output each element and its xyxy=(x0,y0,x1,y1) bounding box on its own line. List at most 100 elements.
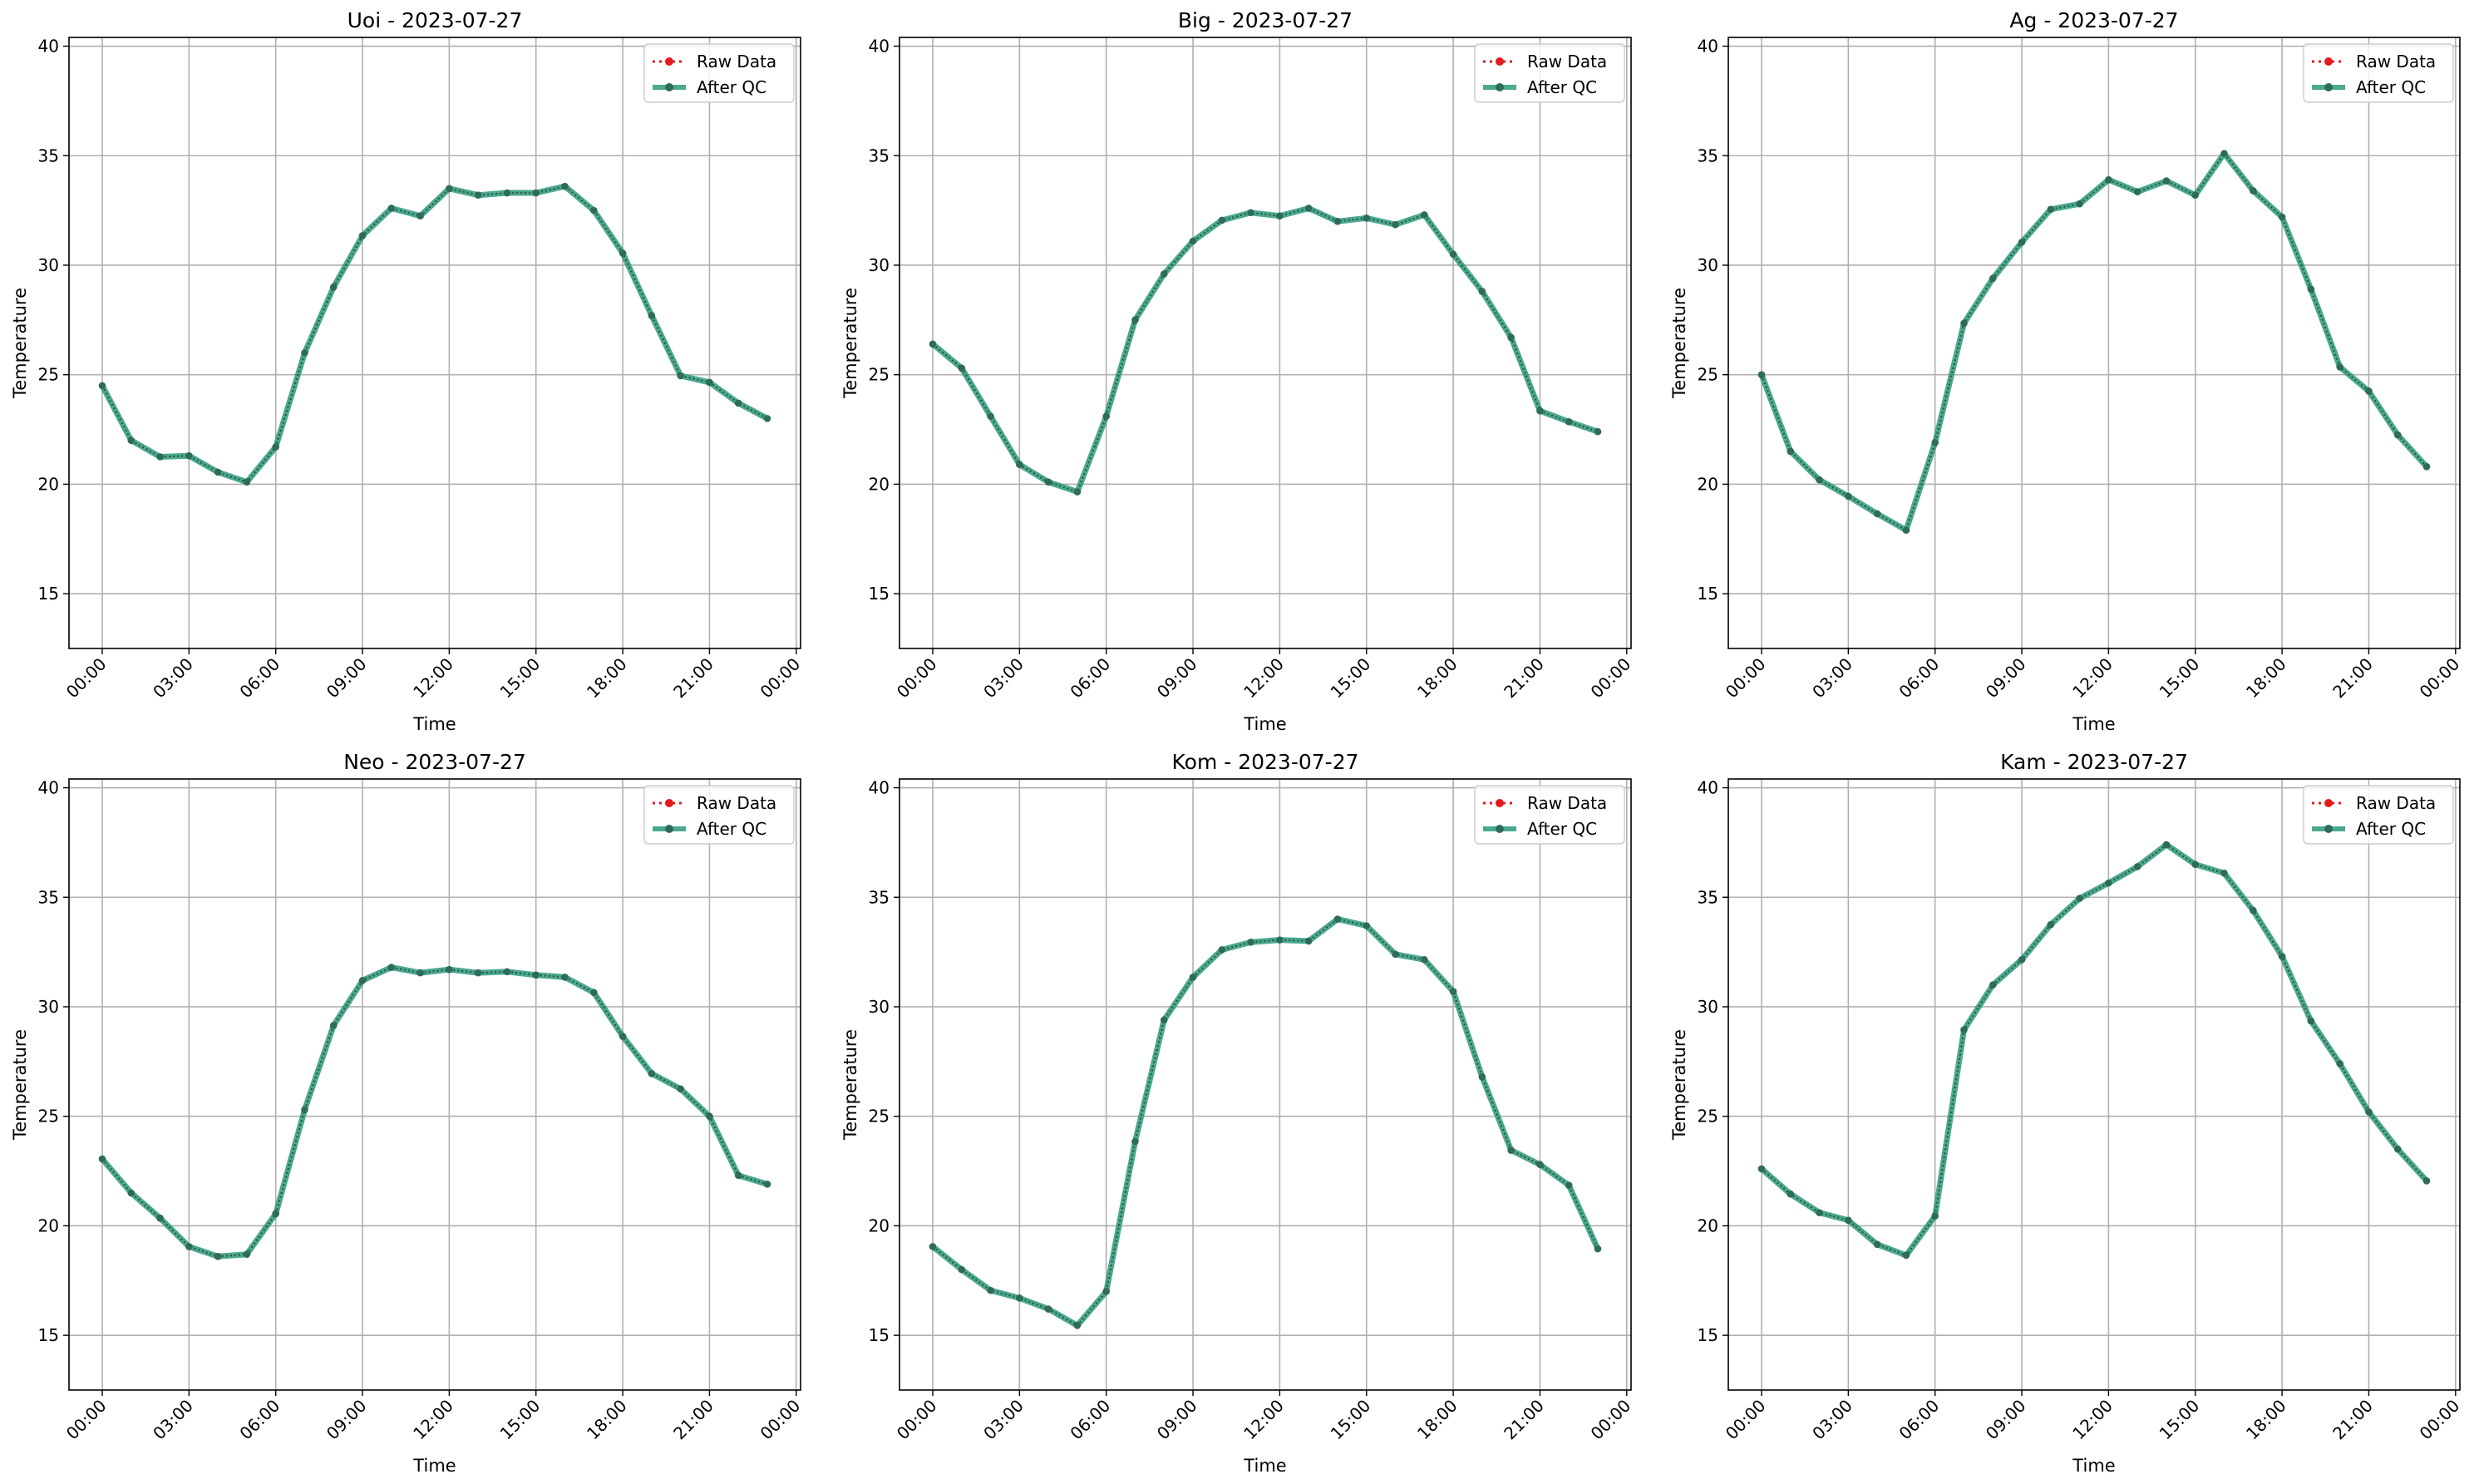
x-tick-label: 06:00 xyxy=(236,654,284,703)
legend-label-after-qc: After QC xyxy=(697,77,766,97)
data-point xyxy=(1102,1288,1110,1295)
x-tick-label: 15:00 xyxy=(1327,654,1375,703)
x-tick-label: 00:00 xyxy=(2416,1396,2464,1444)
y-axis-label: Temperature xyxy=(840,288,860,399)
data-point xyxy=(1902,526,1910,535)
y-tick-label: 30 xyxy=(38,255,59,275)
data-point xyxy=(301,349,308,357)
y-tick-label: 20 xyxy=(1698,1215,1718,1235)
data-points xyxy=(929,205,1602,495)
data-point xyxy=(503,189,511,197)
data-point xyxy=(2047,920,2055,929)
data-point xyxy=(532,971,540,979)
data-point xyxy=(734,399,742,407)
y-tick-label: 35 xyxy=(869,887,890,907)
data-point xyxy=(329,1022,338,1029)
data-point xyxy=(1073,488,1082,495)
x-tick-label: 15:00 xyxy=(496,654,545,703)
legend-label-raw-data: Raw Data xyxy=(2356,52,2436,71)
y-tick-label: 40 xyxy=(38,778,59,798)
x-tick-label: 12:00 xyxy=(2068,1396,2117,1444)
y-axis-label: Temperature xyxy=(840,1029,860,1141)
y-tick-label: 25 xyxy=(869,1107,890,1127)
data-point xyxy=(474,969,482,977)
y-tick-label: 15 xyxy=(1698,584,1718,604)
data-point xyxy=(1247,209,1254,217)
chart-2: 15 20 25 30 35 40 00:00 03:00 06:00 09:00 12:00 15:… xyxy=(840,8,1634,734)
data-point xyxy=(706,1112,713,1120)
y-tick-label: 25 xyxy=(1698,1107,1718,1127)
x-tick-label: 06:00 xyxy=(236,1396,284,1444)
data-point xyxy=(156,1214,164,1222)
data-point xyxy=(2250,906,2257,915)
data-point xyxy=(1304,937,1313,945)
x-axis-label: Time xyxy=(2072,714,2115,734)
data-point xyxy=(2018,239,2026,246)
data-point xyxy=(1160,270,1168,278)
data-points xyxy=(98,182,771,486)
data-point xyxy=(590,989,598,997)
x-tick-label: 18:00 xyxy=(583,654,631,703)
data-point xyxy=(214,1253,222,1260)
y-tick-label: 30 xyxy=(869,997,890,1017)
x-tick-label: 00:00 xyxy=(62,654,111,703)
y-tick-label: 20 xyxy=(38,474,59,494)
data-point xyxy=(1016,461,1023,469)
gridlines xyxy=(899,37,1631,648)
x-tick-label: 00:00 xyxy=(893,1396,941,1444)
y-axis-label: Temperature xyxy=(1669,1029,1689,1141)
series-line-after-qc xyxy=(1758,841,2430,1259)
y-axis-label: Temperature xyxy=(1669,288,1689,399)
data-point xyxy=(2336,1060,2343,1067)
data-point xyxy=(1989,981,1997,989)
x-tick-label: 06:00 xyxy=(1895,654,1944,703)
data-point xyxy=(185,1243,193,1250)
y-tick-label: 30 xyxy=(1698,255,1718,275)
data-point xyxy=(416,212,424,220)
data-points xyxy=(929,915,1602,1329)
legend-label-raw-data: Raw Data xyxy=(2356,793,2436,813)
x-tick-label: 21:00 xyxy=(2329,1396,2377,1444)
x-tick-label: 00:00 xyxy=(1722,654,1770,703)
data-point xyxy=(1873,1240,1881,1249)
y-tick-label: 25 xyxy=(38,1107,59,1127)
data-point xyxy=(2162,177,2171,185)
chart-title: Neo - 2023-07-27 xyxy=(343,750,526,774)
legend-label-after-qc: After QC xyxy=(2356,77,2426,97)
x-axis-label: Time xyxy=(1243,714,1286,734)
y-tick-label: 35 xyxy=(38,887,59,907)
data-point xyxy=(1536,407,1544,415)
data-point xyxy=(1247,938,1254,946)
data-point xyxy=(329,283,338,291)
data-point xyxy=(2250,187,2257,195)
data-point xyxy=(1787,1190,1795,1198)
chart-5: 15 20 25 30 35 40 00:00 03:00 06:00 09:00 12:00 15:… xyxy=(840,750,1634,1476)
y-tick-label: 40 xyxy=(1698,778,1718,798)
data-point xyxy=(272,1210,279,1218)
plot-frame xyxy=(68,37,801,649)
data-point xyxy=(1276,212,1284,220)
legend-marker-after-qc xyxy=(2324,83,2333,91)
y-tick-label: 35 xyxy=(1698,145,1718,165)
data-point xyxy=(2278,953,2286,960)
data-point xyxy=(1044,478,1052,486)
gridlines xyxy=(1728,37,2460,648)
data-point xyxy=(98,1155,106,1163)
data-point xyxy=(1363,214,1371,222)
data-point xyxy=(763,415,771,422)
data-point xyxy=(1333,217,1342,225)
plot-frame xyxy=(68,778,801,1391)
data-point xyxy=(446,965,453,974)
data-point xyxy=(185,451,193,460)
data-point xyxy=(243,478,251,486)
data-point xyxy=(1816,476,1823,484)
data-point xyxy=(2076,200,2083,208)
data-point xyxy=(2393,431,2402,439)
legend-label-after-qc: After QC xyxy=(1527,819,1597,839)
data-point xyxy=(1131,1137,1139,1146)
legend-marker-after-qc xyxy=(1496,825,1504,833)
data-point xyxy=(1873,510,1881,518)
legend: Raw Data After QC xyxy=(643,43,795,103)
data-point xyxy=(561,974,569,981)
x-tick-label: 12:00 xyxy=(409,654,457,703)
